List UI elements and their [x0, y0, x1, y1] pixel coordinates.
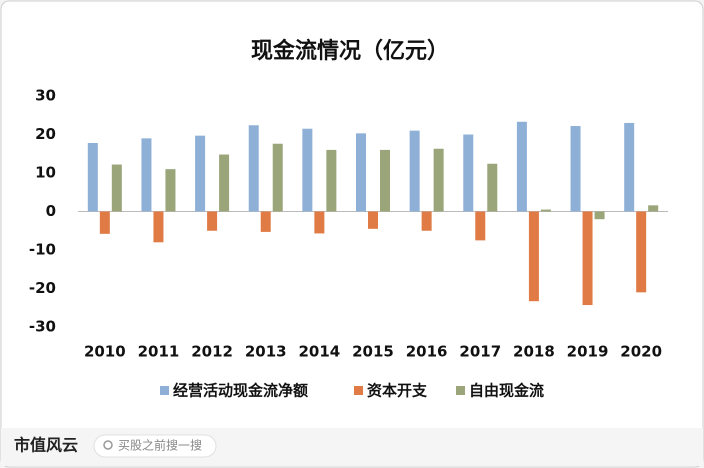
bar: [195, 135, 206, 212]
legend-swatch: [160, 386, 169, 395]
bar: [409, 130, 420, 212]
y-tick-label: 10: [35, 164, 56, 182]
bar: [516, 121, 527, 212]
y-tick-label: -20: [29, 279, 56, 297]
bar: [421, 211, 432, 231]
bar: [528, 211, 539, 302]
legend-swatch: [456, 386, 465, 395]
x-tick-label: 2010: [84, 343, 126, 361]
bar: [248, 125, 259, 212]
bar: [570, 126, 581, 212]
x-tick-label: 2019: [567, 343, 609, 361]
bar: [260, 211, 271, 232]
bar: [356, 133, 366, 212]
y-tick-label: 20: [35, 125, 56, 143]
y-tick-label: -10: [29, 241, 56, 259]
footer-logo: 市值风云: [14, 436, 78, 455]
bar: [368, 211, 378, 229]
y-tick-label: 30: [35, 87, 56, 105]
legend-label: 自由现金流: [469, 382, 544, 400]
bar: [219, 154, 230, 212]
bar: [272, 143, 283, 212]
bar: [165, 169, 176, 212]
bar: [207, 211, 218, 231]
bar: [141, 138, 152, 212]
x-tick-label: 2011: [138, 343, 180, 361]
bar: [433, 148, 444, 212]
bar: [624, 122, 635, 212]
bar: [582, 211, 593, 306]
y-tick-label: 0: [46, 202, 56, 220]
bar: [99, 211, 110, 234]
x-tick-label: 2012: [191, 343, 233, 361]
bar: [380, 149, 390, 212]
chart-title: 现金流情况（亿元）: [251, 38, 449, 64]
bar: [314, 211, 325, 234]
bar: [153, 211, 164, 243]
bar: [463, 134, 474, 212]
x-tick-label: 2015: [352, 343, 394, 361]
search-placeholder[interactable]: 买股之前搜一搜: [118, 438, 202, 453]
bar: [594, 211, 605, 220]
bar: [326, 149, 337, 212]
bar: [475, 211, 486, 241]
legend-label: 资本开支: [367, 382, 428, 400]
x-tick-label: 2016: [406, 343, 448, 361]
search-icon: [103, 440, 113, 450]
bar: [302, 128, 313, 212]
x-tick-label: 2017: [459, 343, 501, 361]
bar: [636, 211, 647, 293]
bar: [87, 142, 98, 212]
search-box[interactable]: [93, 434, 217, 458]
x-tick-label: 2020: [620, 343, 662, 361]
y-tick-label: -30: [29, 318, 56, 336]
bar: [540, 209, 551, 212]
legend-label: 经营活动现金流净额: [173, 382, 308, 400]
bar: [487, 163, 498, 212]
legend-swatch: [354, 386, 363, 395]
x-tick-label: 2018: [513, 343, 555, 361]
bar: [111, 164, 122, 212]
x-tick-label: 2014: [298, 343, 340, 361]
bar: [648, 205, 659, 212]
x-tick-label: 2013: [245, 343, 287, 361]
